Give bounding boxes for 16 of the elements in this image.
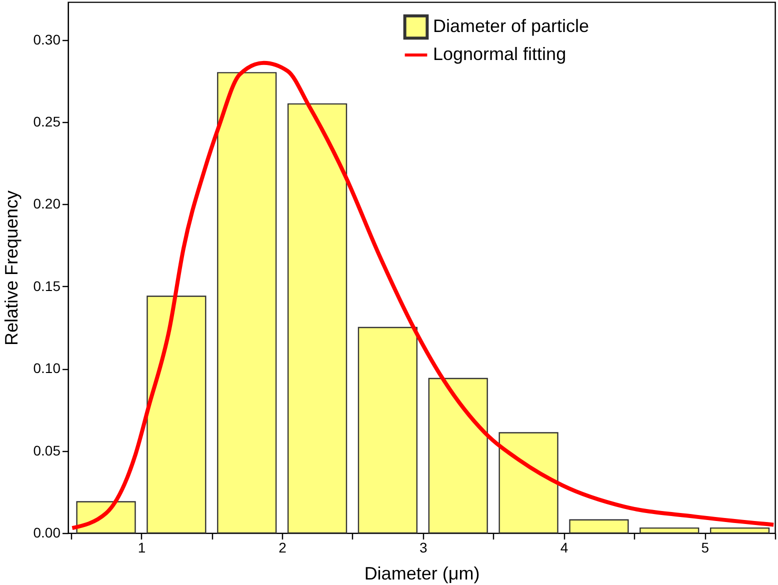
x-tick-label: 5 <box>701 540 710 556</box>
y-tick-label: 0.20 <box>33 196 61 212</box>
legend-label: Diameter of particle <box>433 16 590 36</box>
x-tick-label: 3 <box>420 540 428 556</box>
legend-label: Lognormal fitting <box>433 44 566 64</box>
y-tick-label: 0.00 <box>33 524 61 540</box>
x-tick-label: 2 <box>278 540 287 556</box>
y-tick-label: 0.05 <box>33 442 61 458</box>
y-axis-title: Relative Frequency <box>1 190 22 346</box>
y-tick-label: 0.25 <box>33 114 61 130</box>
y-tick-label: 0.10 <box>33 360 61 376</box>
y-tick-label: 0.30 <box>33 31 61 48</box>
y-tick-label: 0.15 <box>33 278 61 294</box>
x-axis-title: Diameter (μm) <box>364 564 480 584</box>
x-tick-label: 1 <box>138 540 146 556</box>
x-tick-label: 4 <box>560 540 568 556</box>
